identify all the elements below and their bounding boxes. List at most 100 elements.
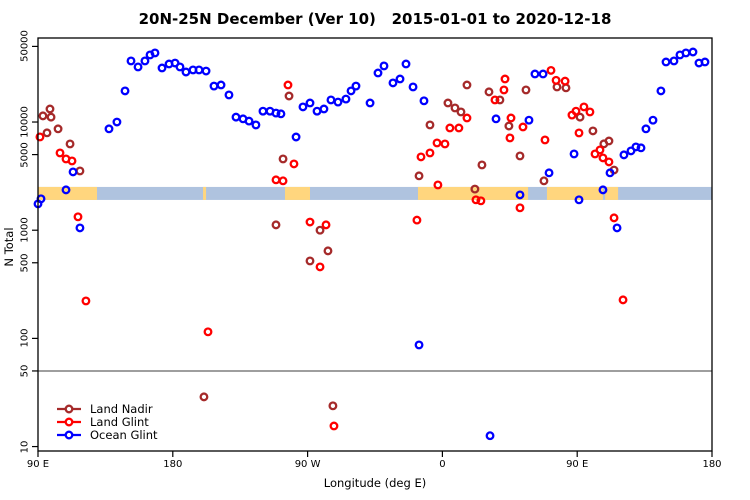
data-point-land-nadir	[561, 83, 571, 93]
data-point-land-nadir	[315, 225, 325, 235]
data-point-ocean-glint	[276, 109, 286, 119]
data-point-ocean-glint	[574, 195, 584, 205]
data-point-land-glint	[289, 159, 299, 169]
data-point-ocean-glint	[636, 143, 646, 153]
data-point-land-glint	[546, 65, 556, 75]
data-point-ocean-glint	[661, 57, 671, 67]
data-point-land-glint	[278, 176, 288, 186]
data-point-land-nadir	[414, 171, 424, 181]
data-point-land-glint	[579, 102, 589, 112]
data-point-ocean-glint	[175, 62, 185, 72]
data-point-land-nadir	[450, 103, 460, 113]
data-point-ocean-glint	[388, 78, 398, 88]
data-point-ocean-glint	[419, 96, 429, 106]
map-strip-land	[203, 186, 207, 200]
data-point-land-glint	[551, 75, 561, 85]
data-point-ocean-glint	[656, 86, 666, 96]
x-tick-label: 90 E	[26, 459, 50, 470]
data-point-land-glint	[500, 74, 510, 84]
data-point-land-glint	[604, 157, 614, 167]
data-point-ocean-glint	[216, 80, 226, 90]
data-point-land-glint	[283, 80, 293, 90]
data-point-ocean-glint	[194, 65, 204, 75]
data-point-ocean-glint	[408, 82, 418, 92]
data-point-land-nadir	[521, 85, 531, 95]
data-point-ocean-glint	[333, 97, 343, 107]
x-tick-label: 0	[439, 459, 446, 470]
data-point-ocean-glint	[619, 150, 629, 160]
data-point-ocean-glint	[126, 56, 136, 66]
data-point-land-nadir	[278, 154, 288, 164]
data-point-land-nadir	[495, 95, 505, 105]
data-point-ocean-glint	[68, 167, 78, 177]
map-strip-ocean	[38, 186, 712, 200]
data-point-land-glint	[432, 138, 442, 148]
data-point-land-glint	[505, 133, 515, 143]
data-point-land-glint	[571, 106, 581, 116]
data-point-ocean-glint	[291, 132, 301, 142]
y-axis-title: N Total	[2, 227, 16, 267]
data-point-ocean-glint	[61, 185, 71, 195]
data-point-land-glint	[462, 113, 472, 123]
data-point-land-nadir	[42, 128, 52, 138]
data-point-land-glint	[67, 156, 77, 166]
data-point-ocean-glint	[150, 48, 160, 58]
legend-item-land-glint: Land Glint	[56, 415, 158, 429]
data-point-land-glint	[203, 327, 213, 337]
data-point-ocean-glint	[524, 115, 534, 125]
data-point-land-glint	[412, 215, 422, 225]
data-point-land-nadir	[305, 256, 315, 266]
data-point-land-glint	[574, 128, 584, 138]
data-point-ocean-glint	[530, 69, 540, 79]
data-point-ocean-glint	[598, 185, 608, 195]
data-point-ocean-glint	[181, 67, 191, 77]
data-point-ocean-glint	[669, 56, 679, 66]
data-point-land-glint	[433, 180, 443, 190]
data-point-land-nadir	[604, 136, 614, 146]
data-point-ocean-glint	[112, 117, 122, 127]
legend-marker-icon	[57, 417, 81, 426]
data-point-land-nadir	[477, 160, 487, 170]
y-tick-label: 1000	[19, 217, 31, 243]
data-point-land-nadir	[484, 87, 494, 97]
data-point-ocean-glint	[365, 98, 375, 108]
data-point-land-nadir	[75, 166, 85, 176]
data-point-land-glint	[515, 203, 525, 213]
data-point-land-nadir	[504, 121, 514, 131]
data-point-land-glint	[618, 295, 628, 305]
data-point-land-nadir	[539, 176, 549, 186]
data-point-land-glint	[595, 145, 605, 155]
data-point-ocean-glint	[326, 95, 336, 105]
map-strip-land	[417, 186, 529, 200]
data-point-ocean-glint	[688, 47, 698, 57]
data-point-land-glint	[598, 153, 608, 163]
data-point-ocean-glint	[75, 223, 85, 233]
data-point-ocean-glint	[305, 98, 315, 108]
data-point-ocean-glint	[379, 61, 389, 71]
legend-label: Ocean Glint	[90, 427, 158, 442]
y-tick-label: 50	[19, 364, 31, 378]
data-point-land-nadir	[45, 104, 55, 114]
data-point-ocean-glint	[351, 81, 361, 91]
data-point-land-glint	[329, 421, 339, 431]
data-point-land-glint	[271, 175, 281, 185]
data-point-land-glint	[585, 107, 595, 117]
data-point-ocean-glint	[341, 94, 351, 104]
data-point-land-nadir	[199, 392, 209, 402]
data-point-land-nadir	[575, 112, 585, 122]
data-point-ocean-glint	[251, 120, 261, 130]
data-point-ocean-glint	[515, 190, 525, 200]
data-point-ocean-glint	[605, 168, 615, 178]
data-point-land-glint	[518, 122, 528, 132]
data-point-ocean-glint	[681, 48, 691, 58]
y-tick-label: 10	[19, 440, 31, 453]
legend-marker-icon	[57, 430, 81, 439]
data-point-ocean-glint	[157, 63, 167, 73]
data-point-land-glint	[425, 148, 435, 158]
data-point-land-glint	[305, 217, 315, 227]
data-point-ocean-glint	[140, 56, 150, 66]
legend-item-ocean-glint: Ocean Glint	[56, 427, 158, 442]
data-point-ocean-glint	[569, 149, 579, 159]
data-point-ocean-glint	[346, 86, 356, 96]
data-point-ocean-glint	[271, 108, 281, 118]
